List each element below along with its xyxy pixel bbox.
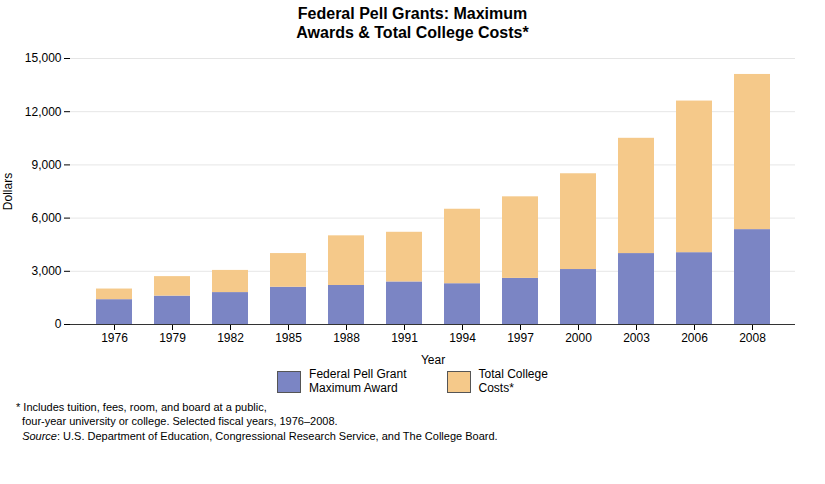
- svg-text:0: 0: [55, 318, 62, 332]
- svg-text:2003: 2003: [623, 331, 650, 345]
- svg-text:2008: 2008: [739, 331, 766, 345]
- svg-text:1991: 1991: [391, 331, 418, 345]
- html-text:Total College Costs*: Total College Costs*: [478, 367, 548, 396]
- html-text:four-year university or colleg: four-year university or college. Selecte…: [16, 415, 338, 428]
- svg-text:1976: 1976: [101, 331, 128, 345]
- html-text:Federal Pell Grants: Maximum A: Federal Pell Grants: Maximum Awards & To…: [296, 5, 529, 42]
- svg-text:Year: Year: [421, 353, 445, 367]
- svg-text:1985: 1985: [275, 331, 302, 345]
- svg-text:2000: 2000: [565, 331, 592, 345]
- svg-text:1997: 1997: [507, 331, 534, 345]
- svg-text:6,000: 6,000: [31, 211, 61, 225]
- svg-text:Dollars: Dollars: [1, 173, 15, 210]
- html-text:Federal Pell Grant Maximum Awa: Federal Pell Grant Maximum Award: [309, 367, 407, 396]
- svg-text:1982: 1982: [217, 331, 244, 345]
- html-text:Source: U.S. Department of Edu: Source: U.S. Department of Education, Co…: [22, 429, 498, 442]
- svg-text:2006: 2006: [681, 331, 708, 345]
- svg-text:3,000: 3,000: [31, 265, 61, 279]
- svg-text:9,000: 9,000: [31, 158, 61, 172]
- svg-text:1979: 1979: [159, 331, 186, 345]
- svg-text:12,000: 12,000: [25, 105, 62, 119]
- svg-text:15,000: 15,000: [25, 52, 62, 66]
- html-text:* Includes tuition, fees, room: * Includes tuition, fees, room, and boar…: [16, 401, 267, 413]
- svg-text:1994: 1994: [449, 331, 476, 345]
- svg-text:1988: 1988: [333, 331, 360, 345]
